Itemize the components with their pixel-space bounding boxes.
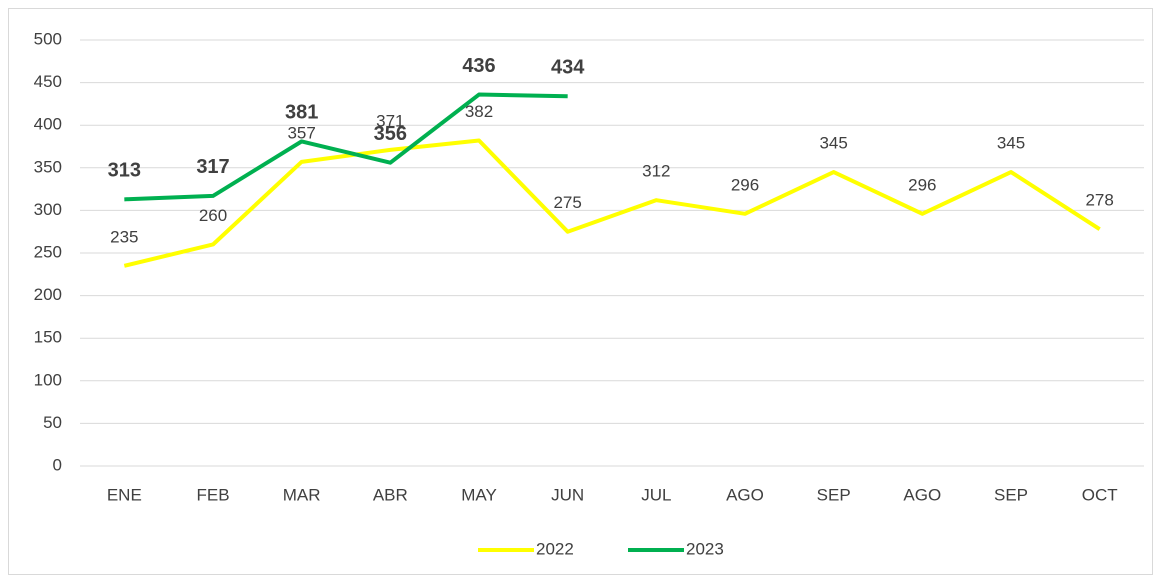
x-tick-label: OCT bbox=[1082, 485, 1118, 504]
y-tick-label: 350 bbox=[34, 157, 62, 176]
data-label: 381 bbox=[285, 102, 318, 124]
data-label: 345 bbox=[819, 134, 847, 153]
legend-label: 2022 bbox=[536, 539, 574, 558]
legend-label: 2023 bbox=[686, 539, 724, 558]
y-tick-label: 150 bbox=[34, 328, 62, 347]
data-label: 436 bbox=[462, 55, 495, 77]
x-tick-label: MAY bbox=[461, 485, 497, 504]
x-tick-label: AGO bbox=[903, 485, 941, 504]
data-label: 312 bbox=[642, 162, 670, 181]
data-label: 275 bbox=[553, 193, 581, 212]
x-tick-label: ABR bbox=[373, 485, 408, 504]
x-tick-label: MAR bbox=[283, 485, 321, 504]
x-tick-label: ENE bbox=[107, 485, 142, 504]
y-tick-label: 200 bbox=[34, 285, 62, 304]
series-line bbox=[124, 92, 568, 202]
y-tick-label: 500 bbox=[34, 29, 62, 48]
x-tick-label: SEP bbox=[817, 485, 851, 504]
y-tick-label: 100 bbox=[34, 370, 62, 389]
x-tick-label: JUL bbox=[641, 485, 671, 504]
data-label: 313 bbox=[108, 160, 141, 182]
y-tick-label: 300 bbox=[34, 200, 62, 219]
chart-frame bbox=[8, 8, 1153, 575]
data-label: 296 bbox=[731, 175, 759, 194]
x-tick-label: FEB bbox=[196, 485, 229, 504]
y-tick-label: 250 bbox=[34, 242, 62, 261]
data-label: 356 bbox=[374, 123, 407, 145]
y-tick-label: 50 bbox=[43, 413, 62, 432]
x-tick-label: JUN bbox=[551, 485, 584, 504]
data-label: 382 bbox=[465, 102, 493, 121]
data-label: 357 bbox=[287, 123, 315, 142]
y-tick-label: 0 bbox=[53, 455, 62, 474]
x-tick-label: SEP bbox=[994, 485, 1028, 504]
data-label: 296 bbox=[908, 175, 936, 194]
series-line bbox=[123, 138, 1101, 268]
y-tick-label: 400 bbox=[34, 115, 62, 134]
y-tick-label: 450 bbox=[34, 72, 62, 91]
data-label: 278 bbox=[1085, 191, 1113, 210]
data-label: 260 bbox=[199, 206, 227, 225]
data-label: 345 bbox=[997, 134, 1025, 153]
data-label: 434 bbox=[551, 57, 585, 79]
x-tick-label: AGO bbox=[726, 485, 764, 504]
data-label: 371 bbox=[376, 111, 404, 130]
data-label: 317 bbox=[196, 156, 229, 178]
data-label: 235 bbox=[110, 227, 138, 246]
